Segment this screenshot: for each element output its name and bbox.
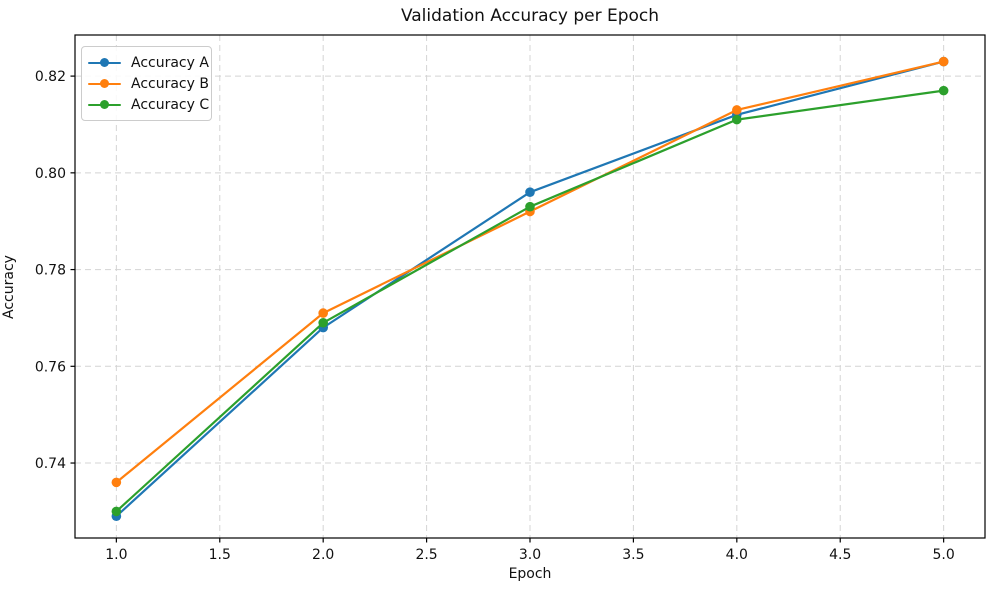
y-tick-label: 0.82 <box>35 69 66 85</box>
data-point-accuracy-c <box>938 85 949 96</box>
data-point-accuracy-c <box>111 506 122 517</box>
data-point-accuracy-b <box>318 308 328 318</box>
legend-line-marker-icon <box>88 79 121 89</box>
legend-label: Accuracy C <box>131 96 210 113</box>
x-axis-label: Epoch <box>508 566 552 582</box>
legend-item-accuracy-c: Accuracy C <box>88 94 209 115</box>
x-tick-label: 1.5 <box>209 547 231 563</box>
x-tick-label: 3.5 <box>622 547 644 563</box>
x-tick-label: 2.0 <box>312 547 334 563</box>
legend-line-marker-icon <box>88 100 121 110</box>
data-point-accuracy-c <box>525 201 535 212</box>
x-tick-label: 1.0 <box>105 547 127 563</box>
data-point-accuracy-c <box>318 317 328 328</box>
y-tick-label: 0.80 <box>35 166 66 182</box>
legend-label: Accuracy B <box>131 75 209 92</box>
data-point-accuracy-a <box>525 187 535 197</box>
legend-item-accuracy-a: Accuracy A <box>88 52 209 73</box>
chart-title: Validation Accuracy per Epoch <box>400 6 660 26</box>
y-tick-label: 0.78 <box>35 263 66 279</box>
x-tick-label: 5.0 <box>933 547 955 563</box>
y-axis-label: Accuracy <box>1 255 17 319</box>
x-tick-label: 4.5 <box>829 547 851 563</box>
legend-label: Accuracy A <box>131 54 209 71</box>
y-tick-label: 0.74 <box>35 456 66 472</box>
data-point-accuracy-c <box>732 114 742 125</box>
legend-line-marker-icon <box>88 58 121 68</box>
data-point-accuracy-b <box>938 56 949 67</box>
legend: Accuracy A Accuracy B Accuracy C <box>81 46 212 121</box>
data-point-accuracy-b <box>732 105 742 115</box>
x-tick-label: 2.5 <box>415 547 437 563</box>
legend-item-accuracy-b: Accuracy B <box>88 73 209 94</box>
data-point-accuracy-b <box>111 477 122 488</box>
y-tick-label: 0.76 <box>35 359 66 375</box>
x-tick-label: 3.0 <box>519 547 541 563</box>
x-tick-label: 4.0 <box>726 547 748 563</box>
